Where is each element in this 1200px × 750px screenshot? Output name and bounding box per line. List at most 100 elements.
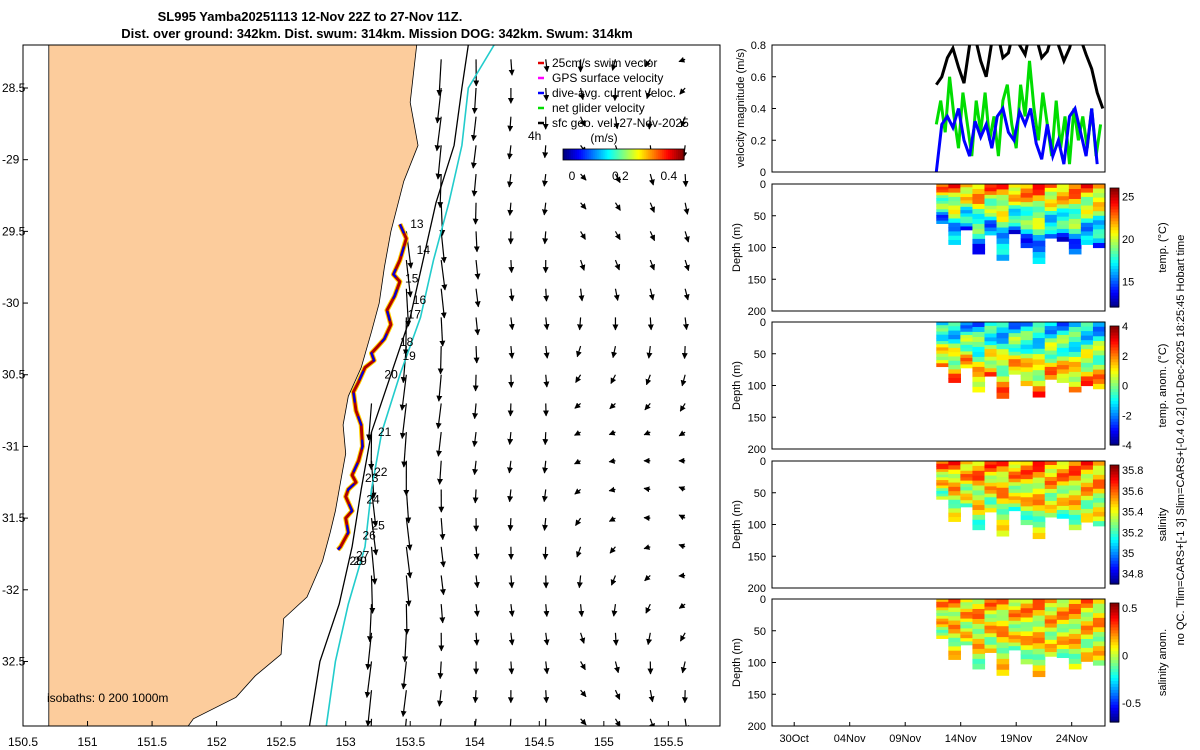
section-cell [1056,232,1070,238]
section-cell [1056,184,1070,189]
section-cell [984,648,998,653]
section-cell [1044,512,1058,518]
section-cell [1032,494,1046,501]
depth-tick-label: 100 [748,243,766,255]
section-cell [996,343,1010,350]
section-colorbar-cell [1110,482,1119,487]
section-cell [1008,366,1022,371]
legend-gps-velocity-label: GPS surface velocity [552,71,663,85]
section-cell [984,213,998,218]
section-cell [960,500,974,505]
section-cell [1008,194,1022,199]
section-cell [1092,350,1106,356]
speed-colorbar-cell [571,149,574,160]
section-colorbar-cell [1110,403,1119,407]
geo-vector-arrow [579,116,586,127]
section-cell [936,214,949,219]
section-cell [984,475,998,480]
section-cell [960,608,974,613]
section-cell [1008,208,1022,213]
section-colorbar-cell [1110,326,1119,330]
section-cell [1044,461,1058,466]
speed-colorbar-tick-label: 0.2 [612,169,629,183]
section-cell [1044,358,1058,364]
geo-vector-arrow [507,460,514,474]
section-colorbar-cell [1110,292,1119,296]
section-cell [960,474,974,478]
section-cell [1068,490,1082,496]
section-cell [1032,637,1046,644]
geo-vector-arrow [471,432,478,448]
section-cell [936,186,949,191]
section-cell [972,643,986,650]
geo-vector-arrow [643,486,651,493]
section-cell [972,618,986,625]
section-colorbar-tick-label: -4 [1122,440,1132,452]
speed-colorbar-cell [615,149,619,160]
section-cell [948,650,961,656]
geo-vector-arrow [574,458,581,465]
geo-vector-arrow [575,517,582,526]
map-y-tick-label: 32.5 [2,654,26,668]
geo-vector-arrow [471,87,478,114]
geo-vector-arrow [507,116,514,132]
section-cell [984,486,998,491]
geo-vector-arrow [399,403,407,439]
geo-vector-arrow [611,345,618,359]
geo-vector-arrow [437,690,443,707]
section-colorbar-cell [1110,202,1119,207]
section-cell [948,517,961,522]
depth-axis-label: Depth (m) [731,223,743,272]
section-colorbar-cell [1110,500,1119,505]
depth-tick-label: 100 [748,658,766,670]
section-cell [996,642,1010,649]
geo-vector-arrow [574,430,581,436]
section-colorbar-cell [1110,274,1119,278]
section-cell [984,191,998,196]
section-cell [972,223,986,230]
section-colorbar-cell [1110,665,1119,670]
section-cell [1068,351,1082,358]
section-cell [996,354,1010,361]
section-colorbar-cell [1110,608,1119,613]
speed-colorbar-cell [649,149,653,160]
speed-colorbar-cell [625,149,629,160]
geo-vector-arrow [507,432,514,445]
section-cell [984,348,998,354]
section-cell [936,322,949,326]
section-colorbar-label: temp. anom. (°C) [1157,344,1169,428]
section-cell [960,483,974,488]
section-cell [984,364,998,369]
speed-colorbar-cell [661,149,665,160]
section-cell [1020,206,1034,212]
section-cell [1092,341,1106,347]
section-cell [960,602,974,607]
section-cell [1068,514,1082,521]
section-cell [1092,197,1106,203]
section-cell [1056,473,1070,478]
track-label: 23 [365,471,379,485]
section-cell [1044,472,1058,478]
section-colorbar-tick-label: 4 [1122,321,1128,333]
section-cell [1020,220,1034,226]
section-cell [1044,338,1058,344]
section-cell [1032,338,1046,345]
section-cell [1068,371,1082,378]
section-cell [1092,474,1106,481]
section-cell [1092,627,1106,633]
section-cell [936,209,949,213]
section-cell [1020,461,1034,467]
section-cell [972,238,986,245]
geo-vector-arrow [576,345,582,358]
track-label: 20 [384,368,398,382]
section-cell [1056,352,1070,358]
section-cell [936,198,949,202]
section-cell [1092,650,1106,657]
section-cell [1032,370,1046,377]
section-cell [1008,646,1022,651]
speed-colorbar-cell [653,149,657,160]
geo-vector-arrow [370,518,379,556]
section-cell [1032,466,1046,473]
velocity-y-ticks: 0 0.2 0.4 0.6 0.8 [751,40,776,179]
section-cell [1068,599,1082,605]
